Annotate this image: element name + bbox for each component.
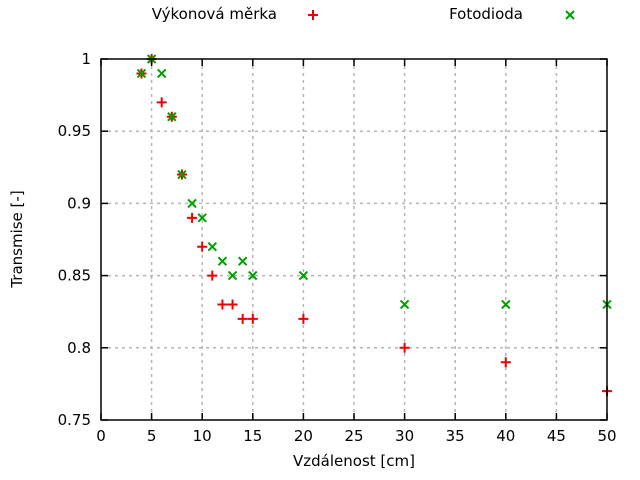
y-tick-label: 1 xyxy=(81,50,91,68)
plot-border xyxy=(100,58,608,421)
data-point-plus xyxy=(207,270,218,281)
x-tick-label: 30 xyxy=(395,427,414,445)
data-point-cross xyxy=(167,112,177,122)
data-point-cross xyxy=(237,256,248,266)
data-point-cross xyxy=(298,270,309,281)
data-point-cross xyxy=(248,270,258,281)
y-tick-label: 0.9 xyxy=(67,194,91,212)
data-point-cross xyxy=(197,213,207,223)
plus-marker-icon xyxy=(308,10,318,20)
data-point-plus xyxy=(298,313,309,324)
x-tick-label: 5 xyxy=(147,427,157,445)
data-point-plus xyxy=(237,313,248,324)
x-tick-label: 45 xyxy=(547,427,566,445)
x-tick-label: 20 xyxy=(294,427,313,445)
x-tick-label: 0 xyxy=(96,427,106,445)
data-point-cross xyxy=(157,68,167,79)
data-point-cross xyxy=(399,299,410,310)
x-tick-label: 40 xyxy=(496,427,515,445)
data-point-cross xyxy=(501,299,511,310)
data-point-plus xyxy=(187,212,198,223)
data-point-plus xyxy=(500,357,511,368)
y-tick-label: 0.95 xyxy=(58,122,91,140)
x-tick-label: 15 xyxy=(243,427,262,445)
legend-label-fotodioda: Fotodioda xyxy=(449,5,523,23)
y-tick-label: 0.85 xyxy=(58,267,91,285)
data-point-cross xyxy=(217,256,228,266)
data-point-plus xyxy=(156,97,167,108)
x-tick-label: 25 xyxy=(344,427,363,445)
data-point-plus xyxy=(197,241,208,252)
data-point-plus xyxy=(247,313,258,324)
cross-marker-icon xyxy=(565,10,575,20)
legend-label-vykonova-merka: Výkonová měrka xyxy=(151,5,277,23)
data-point-plus xyxy=(227,299,238,310)
x-axis-title: Vzdálenost [cm] xyxy=(293,452,415,470)
data-point-plus xyxy=(217,299,228,310)
x-tick-label: 50 xyxy=(597,427,616,445)
data-point-plus xyxy=(399,342,410,353)
x-tick-label: 35 xyxy=(446,427,465,445)
x-tick-label: 10 xyxy=(193,427,212,445)
data-point-cross xyxy=(136,68,147,79)
y-tick-label: 0.75 xyxy=(58,411,91,429)
data-point-cross xyxy=(227,270,238,281)
data-point-cross xyxy=(207,242,218,252)
data-point-cross xyxy=(177,169,187,180)
data-point-cross xyxy=(187,198,197,209)
y-tick-label: 0.8 xyxy=(67,339,91,357)
